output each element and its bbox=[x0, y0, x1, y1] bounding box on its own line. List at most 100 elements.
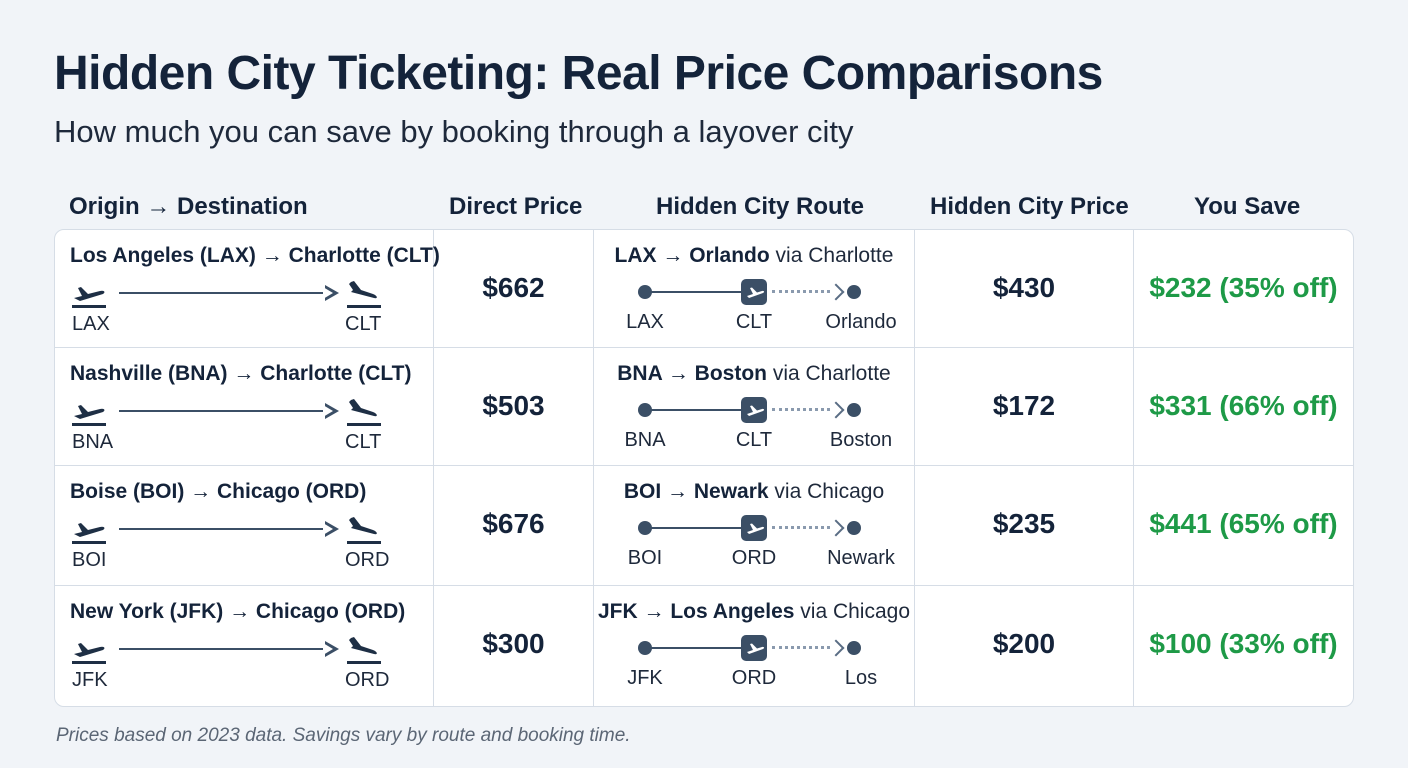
savings-amount: $232 (35% off) bbox=[1149, 272, 1338, 303]
skipped-leg-dotted-line bbox=[772, 526, 830, 529]
col-header-route: Origin → Destination bbox=[69, 193, 308, 220]
direct-price: $662 bbox=[482, 272, 545, 303]
direct-price-cell: $676 bbox=[434, 466, 594, 585]
direct-route-arrowhead bbox=[323, 403, 339, 419]
savings-amount: $331 (66% off) bbox=[1149, 390, 1338, 421]
route-cell: New York (JFK) → Chicago (ORD) JFK ORD bbox=[55, 586, 434, 706]
direct-price-cell: $662 bbox=[434, 230, 594, 347]
savings-cell: $100 (33% off) bbox=[1134, 586, 1353, 706]
hidden-route-label: BNA → Boston via Charlotte bbox=[617, 362, 891, 385]
origin-dot bbox=[638, 521, 652, 535]
chevron-right-icon bbox=[827, 519, 845, 537]
direct-price-cell: $503 bbox=[434, 348, 594, 465]
destination-code: CLT bbox=[345, 313, 382, 335]
hidden-origin-code: BNA bbox=[624, 429, 666, 451]
hidden-route-label: JFK → Los Angeles via Chicago bbox=[598, 600, 910, 623]
skipped-leg-dotted-line bbox=[772, 408, 830, 411]
route-cell: Boise (BOI) → Chicago (ORD) BOI ORD bbox=[55, 466, 434, 585]
final-destination-dot bbox=[847, 403, 861, 417]
direct-price: $300 bbox=[482, 628, 545, 659]
savings-cell: $441 (65% off) bbox=[1134, 466, 1353, 585]
plane-icon bbox=[741, 279, 767, 305]
hidden-city-price: $200 bbox=[992, 628, 1056, 659]
final-destination-dot bbox=[847, 641, 861, 655]
hidden-origin-code: BOI bbox=[627, 547, 663, 569]
col-header-direct-price: Direct Price bbox=[449, 193, 583, 220]
destination-code: ORD bbox=[345, 669, 390, 691]
destination-code: CLT bbox=[345, 431, 382, 453]
savings-amount: $100 (33% off) bbox=[1149, 628, 1338, 659]
hidden-origin-code: LAX bbox=[626, 311, 664, 333]
hidden-price-cell: $235 bbox=[915, 466, 1134, 585]
plane-arrival-icon bbox=[345, 394, 383, 428]
plane-arrival-icon bbox=[345, 276, 383, 310]
direct-route-line bbox=[119, 528, 337, 530]
booked-leg-line bbox=[650, 647, 744, 649]
skipped-leg-dotted-line bbox=[772, 646, 830, 649]
destination-code: ORD bbox=[345, 549, 390, 571]
plane-arrival-icon bbox=[345, 512, 383, 546]
hidden-origin-code: JFK bbox=[627, 667, 663, 689]
layover-code: ORD bbox=[731, 667, 777, 689]
direct-route-arrowhead bbox=[323, 285, 339, 301]
origin-dot bbox=[638, 641, 652, 655]
chevron-right-icon bbox=[827, 283, 845, 301]
hidden-route-label: LAX → Orlando via Charlotte bbox=[614, 244, 894, 267]
final-destination-dot bbox=[847, 521, 861, 535]
ticketed-destination: Orlando bbox=[825, 311, 897, 333]
footnote: Prices based on 2023 data. Savings vary … bbox=[56, 725, 631, 746]
skipped-leg-dotted-line bbox=[772, 290, 830, 293]
direct-route-line bbox=[119, 292, 337, 294]
direct-route-line bbox=[119, 648, 337, 650]
layover-code: CLT bbox=[735, 429, 773, 451]
origin-code: BOI bbox=[72, 549, 107, 571]
route-label: New York (JFK) → Chicago (ORD) bbox=[70, 600, 406, 623]
direct-route-arrowhead bbox=[323, 521, 339, 537]
hidden-route-cell: JFK → Los Angeles via Chicago JFK ORD Lo… bbox=[594, 586, 915, 706]
plane-departure-icon bbox=[70, 512, 108, 546]
hidden-city-price: $430 bbox=[992, 272, 1056, 303]
route-label: Los Angeles (LAX) → Charlotte (CLT) bbox=[70, 244, 440, 267]
route-label: Boise (BOI) → Chicago (ORD) bbox=[70, 480, 367, 503]
table-row: Boise (BOI) → Chicago (ORD) BOI ORD $676… bbox=[55, 466, 1353, 586]
booked-leg-line bbox=[650, 527, 744, 529]
hidden-route-cell: LAX → Orlando via Charlotte LAX CLT Orla… bbox=[594, 230, 915, 347]
booked-leg-line bbox=[650, 409, 744, 411]
hidden-city-price: $235 bbox=[992, 508, 1056, 539]
comparison-table: Los Angeles (LAX) → Charlotte (CLT) LAX … bbox=[54, 229, 1354, 707]
route-cell: Nashville (BNA) → Charlotte (CLT) BNA CL… bbox=[55, 348, 434, 465]
plane-departure-icon bbox=[70, 276, 108, 310]
hidden-route-cell: BNA → Boston via Charlotte BNA CLT Bosto… bbox=[594, 348, 915, 465]
direct-price-cell: $300 bbox=[434, 586, 594, 706]
plane-icon bbox=[741, 635, 767, 661]
origin-code: BNA bbox=[72, 431, 114, 453]
origin-code: LAX bbox=[72, 313, 110, 335]
plane-icon bbox=[741, 515, 767, 541]
origin-dot bbox=[638, 285, 652, 299]
plane-departure-icon bbox=[70, 632, 108, 666]
booked-leg-line bbox=[650, 291, 744, 293]
savings-amount: $441 (65% off) bbox=[1149, 508, 1338, 539]
chevron-right-icon bbox=[827, 401, 845, 419]
table-row: Los Angeles (LAX) → Charlotte (CLT) LAX … bbox=[55, 230, 1353, 348]
route-label: Nashville (BNA) → Charlotte (CLT) bbox=[70, 362, 412, 385]
direct-route-line bbox=[119, 410, 337, 412]
hidden-price-cell: $172 bbox=[915, 348, 1134, 465]
origin-code: JFK bbox=[72, 669, 108, 691]
direct-price: $676 bbox=[482, 508, 545, 539]
ticketed-destination: Boston bbox=[829, 429, 893, 451]
col-header-savings: You Save bbox=[1194, 193, 1301, 220]
hidden-route-cell: BOI → Newark via Chicago BOI ORD Newark bbox=[594, 466, 915, 585]
page-title: Hidden City Ticketing: Real Price Compar… bbox=[54, 47, 1103, 100]
hidden-price-cell: $200 bbox=[915, 586, 1134, 706]
hidden-price-cell: $430 bbox=[915, 230, 1134, 347]
direct-route-arrowhead bbox=[323, 641, 339, 657]
table-row: New York (JFK) → Chicago (ORD) JFK ORD $… bbox=[55, 586, 1353, 706]
direct-price: $503 bbox=[482, 390, 545, 421]
hidden-route-label: BOI → Newark via Chicago bbox=[623, 480, 885, 503]
layover-code: ORD bbox=[731, 547, 777, 569]
plane-departure-icon bbox=[70, 394, 108, 428]
layover-code: CLT bbox=[735, 311, 773, 333]
origin-dot bbox=[638, 403, 652, 417]
plane-icon bbox=[741, 397, 767, 423]
